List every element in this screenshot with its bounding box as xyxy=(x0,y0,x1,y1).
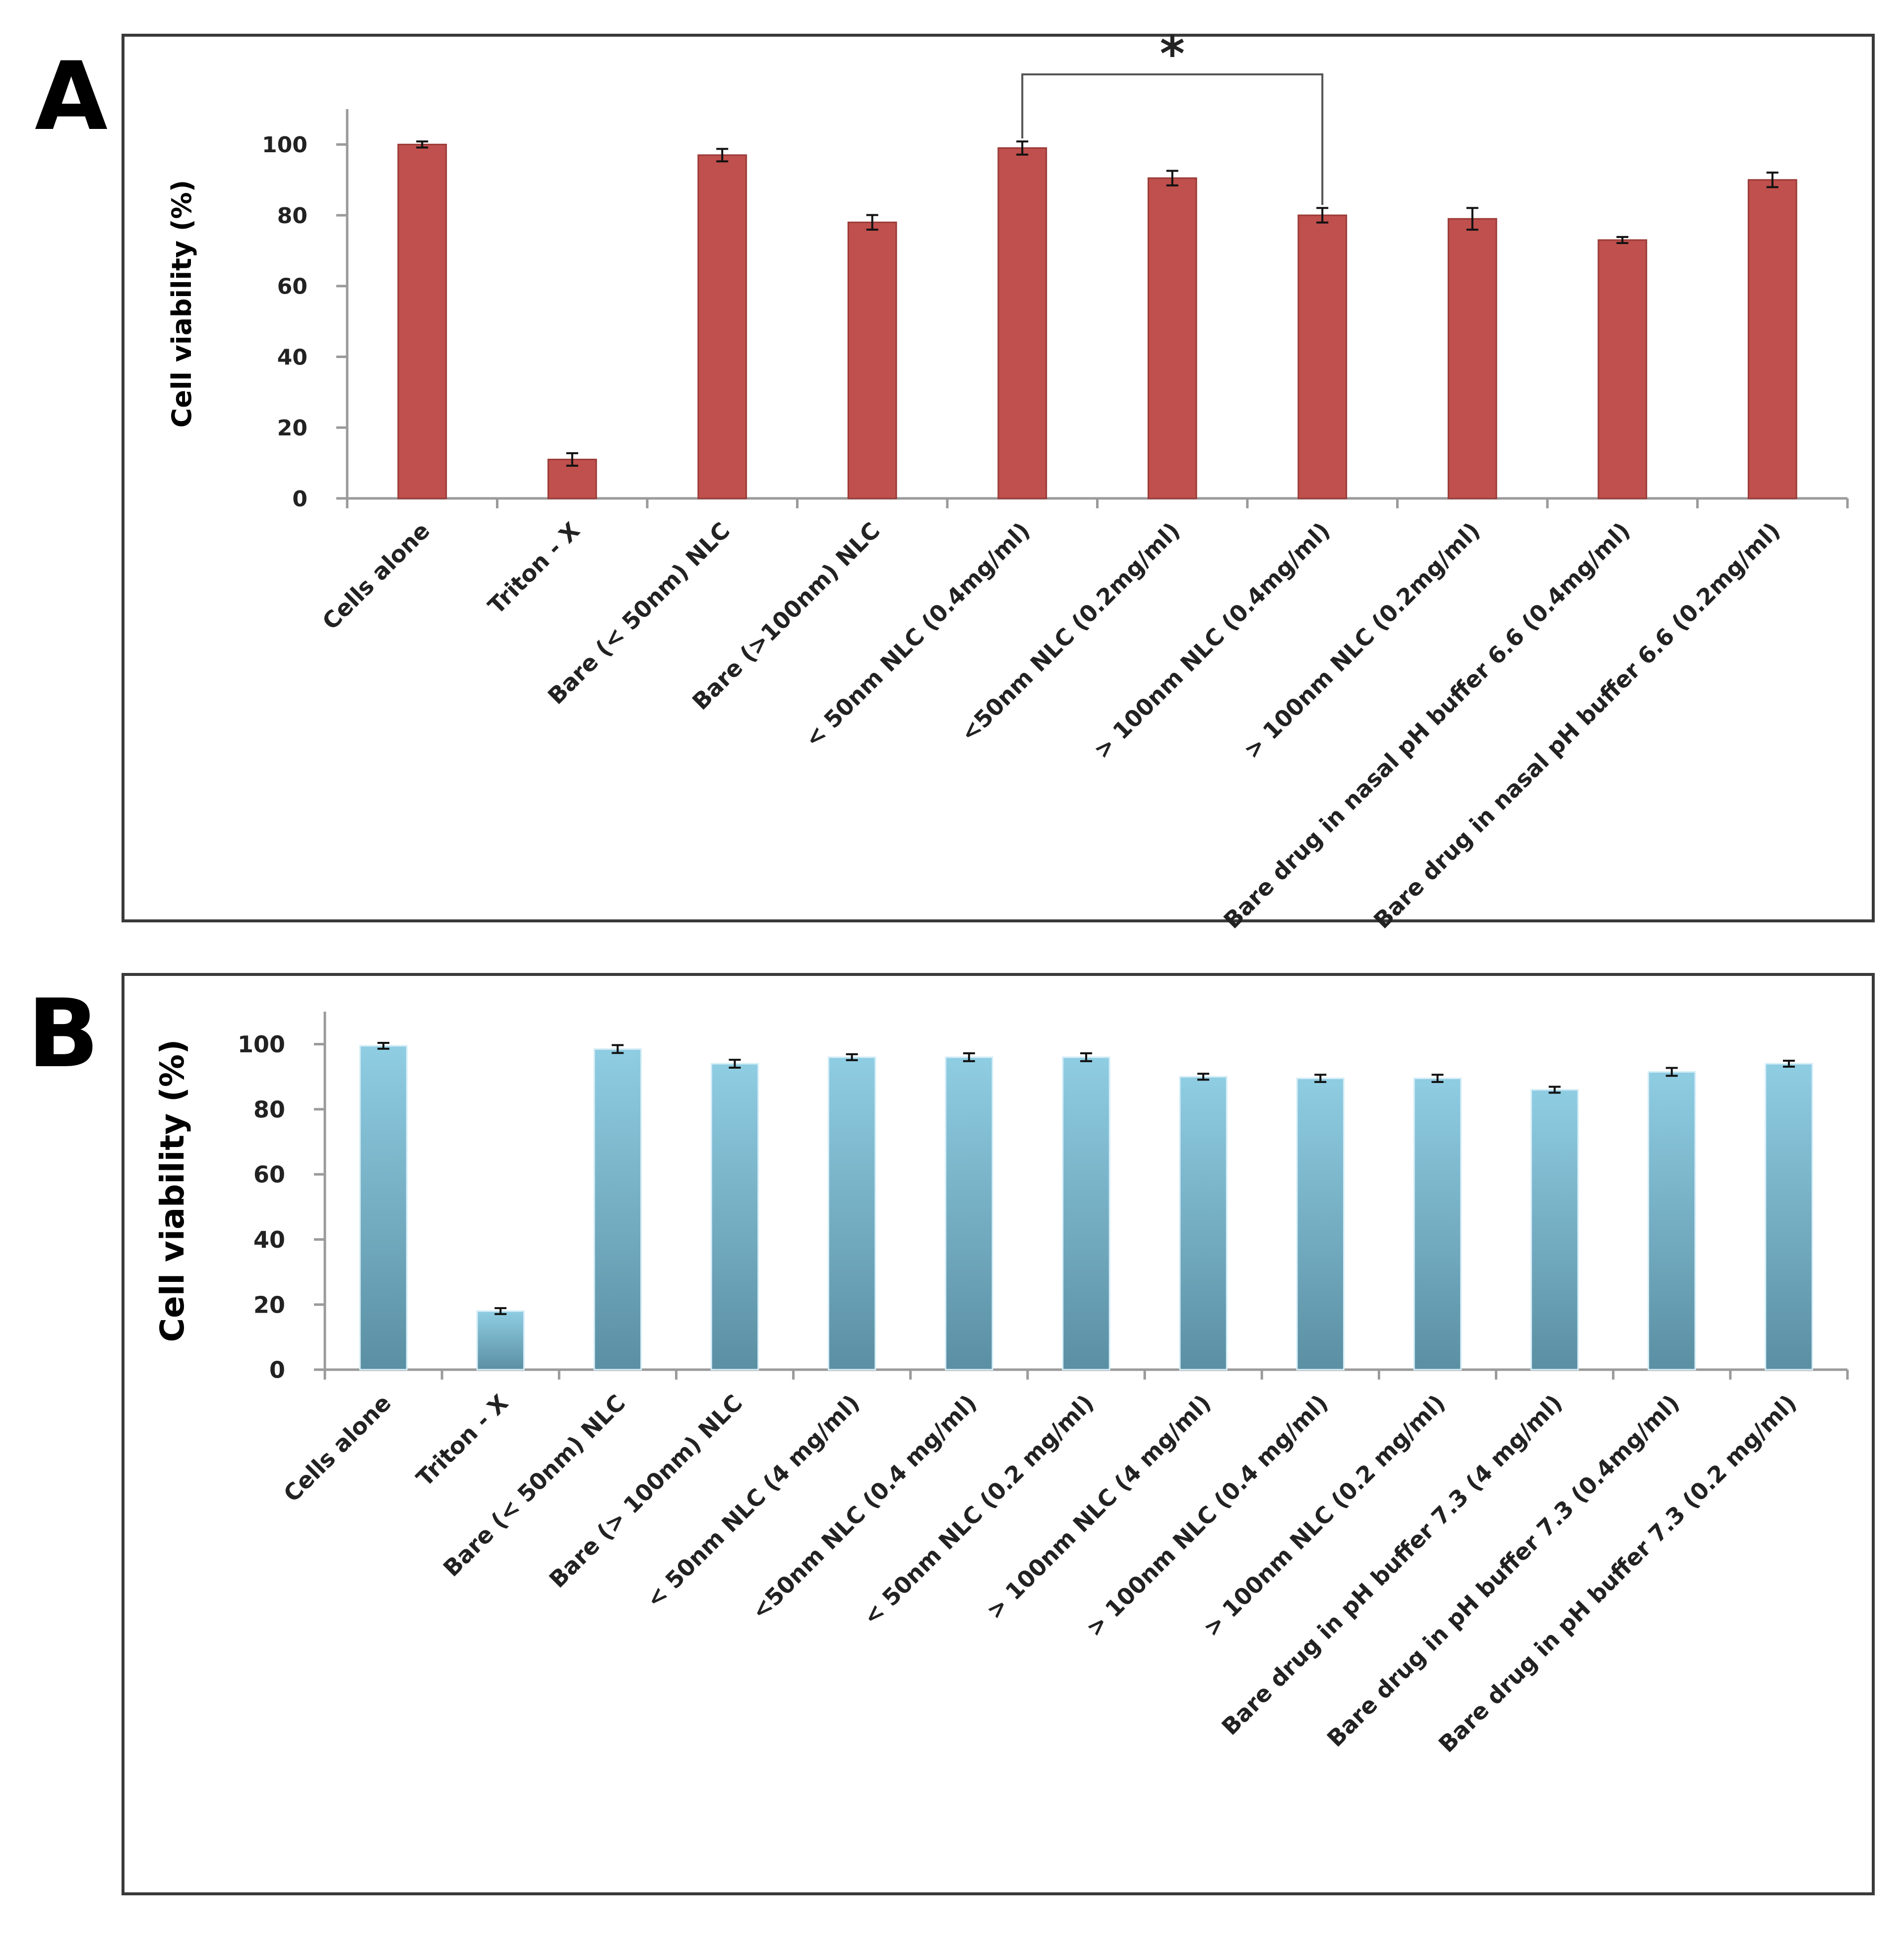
category-label-b-0: Cells alone xyxy=(278,1390,396,1508)
significance-star-a: * xyxy=(1160,26,1185,82)
error-bar-b-4 xyxy=(846,1053,858,1061)
bar-a-8 xyxy=(1597,239,1648,499)
category-label-b-4: < 50nm NLC (4 mg/ml) xyxy=(641,1390,864,1613)
y-tick-label-a: 80 xyxy=(277,203,307,229)
bar-a-6 xyxy=(1297,214,1348,499)
y-tick-label-b: 40 xyxy=(253,1226,285,1253)
error-bar-a-4 xyxy=(1016,140,1029,156)
category-label-b-1: Triton - X xyxy=(411,1390,513,1492)
y-tick-label-b: 0 xyxy=(269,1357,285,1384)
error-bar-b-1 xyxy=(494,1307,507,1315)
panel-a-letter: A xyxy=(35,42,108,151)
y-axis-label-a: Cell viability (%) xyxy=(166,180,197,428)
error-bar-b-11 xyxy=(1665,1067,1678,1077)
error-bar-a-5 xyxy=(1166,170,1178,186)
category-label-b-9: > 100nm NLC (0.2 mg/ml) xyxy=(1198,1390,1450,1642)
y-tick-label-b: 20 xyxy=(253,1291,285,1318)
bar-a-5 xyxy=(1147,177,1197,499)
category-label-b-5: <50nm NLC (0.4 mg/ml) xyxy=(746,1390,982,1625)
y-tick-label-a: 40 xyxy=(277,345,307,370)
error-bar-b-9 xyxy=(1431,1074,1444,1083)
error-bar-a-8 xyxy=(1616,236,1629,244)
bar-b-11 xyxy=(1648,1071,1696,1371)
bar-b-0 xyxy=(359,1045,408,1371)
panel-b-frame xyxy=(122,973,1875,1895)
bar-a-0 xyxy=(397,143,447,499)
bar-b-8 xyxy=(1296,1078,1345,1371)
bar-b-5 xyxy=(945,1056,993,1371)
y-axis-label-b: Cell viability (%) xyxy=(153,1039,191,1342)
bar-a-2 xyxy=(697,154,747,499)
error-bar-b-5 xyxy=(963,1052,975,1062)
y-tick-label-b: 60 xyxy=(253,1161,285,1188)
error-bar-a-7 xyxy=(1466,207,1478,231)
error-bar-a-1 xyxy=(566,452,578,467)
category-label-b-8: > 100nm NLC (0.4 mg/ml) xyxy=(1081,1390,1333,1642)
bar-b-9 xyxy=(1413,1078,1462,1371)
error-bar-a-6 xyxy=(1316,207,1329,224)
panel-b-letter: B xyxy=(27,979,99,1088)
error-bar-a-2 xyxy=(716,148,729,163)
bar-b-12 xyxy=(1765,1063,1813,1371)
error-bar-b-2 xyxy=(612,1044,624,1054)
bar-a-3 xyxy=(847,221,897,499)
bar-b-7 xyxy=(1179,1076,1228,1371)
bar-b-10 xyxy=(1530,1089,1579,1371)
y-tick-label-b: 80 xyxy=(253,1096,285,1123)
error-bar-b-6 xyxy=(1080,1052,1092,1062)
significance-bracket-a xyxy=(1021,73,1324,205)
bar-b-3 xyxy=(710,1063,759,1371)
error-bar-b-0 xyxy=(377,1041,390,1050)
y-tick-label-a: 20 xyxy=(277,416,307,441)
y-tick-label-a: 100 xyxy=(262,132,307,158)
y-tick-label-b: 100 xyxy=(238,1031,285,1058)
error-bar-b-7 xyxy=(1197,1073,1210,1081)
bar-b-6 xyxy=(1062,1056,1110,1371)
bar-a-7 xyxy=(1447,218,1497,499)
category-label-b-3: Bare (> 100nm) NLC xyxy=(544,1390,748,1593)
y-tick-label-a: 0 xyxy=(292,486,307,512)
error-bar-b-10 xyxy=(1548,1086,1561,1094)
category-label-b-6: < 50nm NLC (0.2 mg/ml) xyxy=(858,1390,1099,1631)
category-label-b-7: > 100nm NLC (4 mg/ml) xyxy=(981,1390,1216,1625)
error-bar-a-9 xyxy=(1766,172,1779,188)
bar-a-4 xyxy=(997,147,1047,499)
bar-b-4 xyxy=(827,1056,876,1371)
y-tick-label-a: 60 xyxy=(277,274,307,300)
bar-b-1 xyxy=(476,1310,525,1371)
error-bar-b-12 xyxy=(1782,1060,1795,1068)
bar-b-2 xyxy=(593,1048,642,1371)
error-bar-b-8 xyxy=(1314,1074,1327,1083)
error-bar-a-3 xyxy=(866,214,878,231)
error-bar-a-0 xyxy=(416,140,429,149)
error-bar-b-3 xyxy=(729,1059,741,1069)
